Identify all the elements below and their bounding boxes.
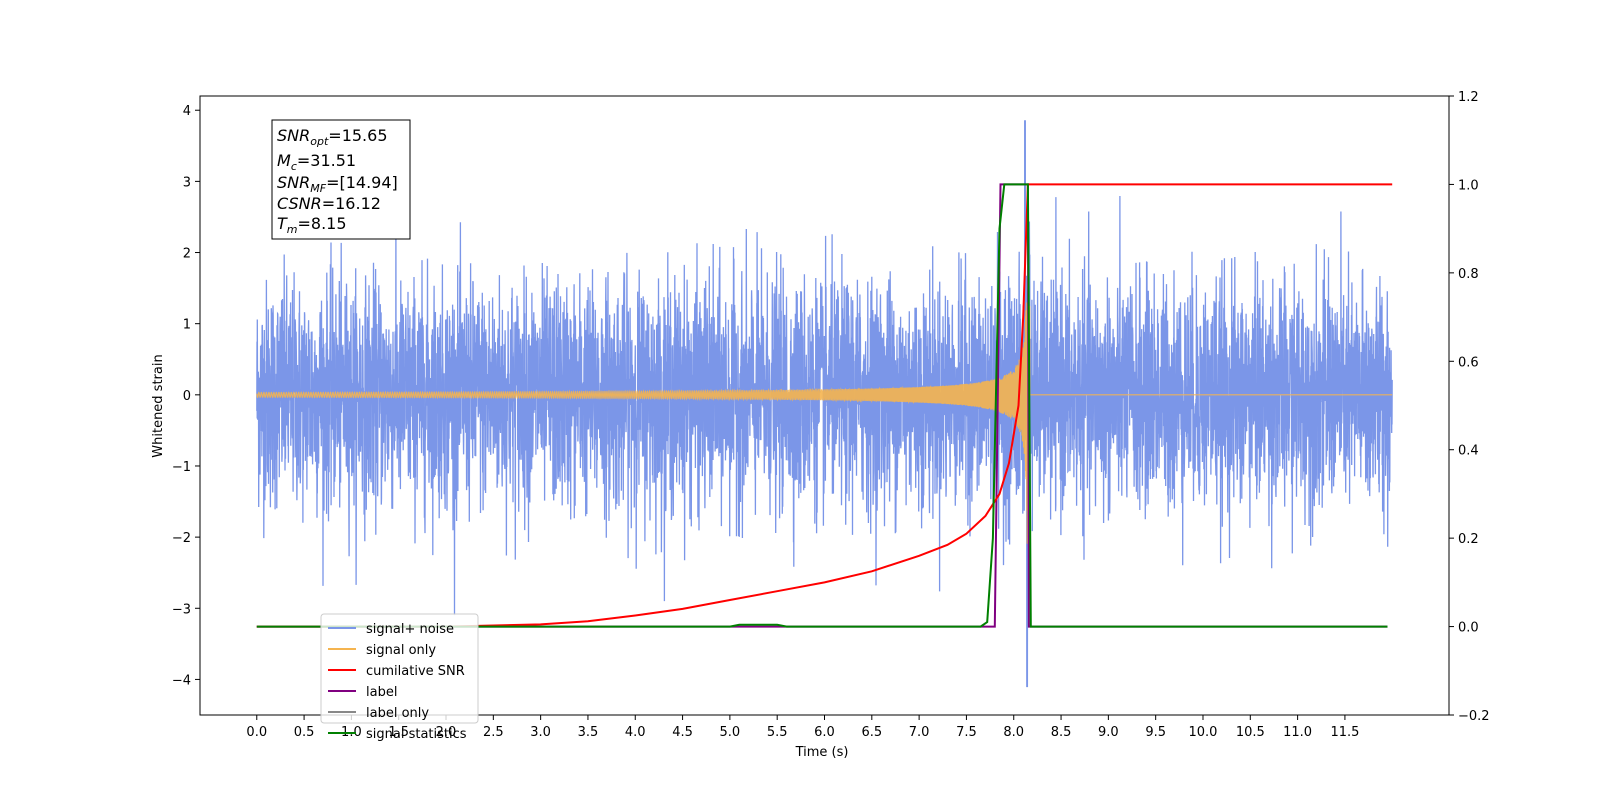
- info-mc: Mc=31.51: [277, 151, 356, 173]
- y-right-tick-label: 1.0: [1458, 178, 1479, 193]
- x-tick-label: 1.5: [388, 725, 409, 740]
- info-snr-mf: SNRMF=[14.94]: [277, 173, 398, 195]
- y-left-tick-label: 4: [183, 104, 191, 119]
- x-tick-label: 7.0: [909, 725, 930, 740]
- y-left-tick-label: 2: [183, 247, 191, 262]
- y-left-tick-label: −4: [172, 673, 191, 688]
- x-tick-label: 10.5: [1236, 725, 1265, 740]
- legend-label: signal only: [366, 643, 436, 658]
- x-tick-label: 4.5: [672, 725, 693, 740]
- y-right-tick-label: 0.8: [1458, 267, 1479, 282]
- y-right-tick-label: −0.2: [1458, 709, 1490, 724]
- series-signal-only-line: [256, 302, 1393, 544]
- x-tick-label: 6.5: [861, 725, 882, 740]
- info-box: SNRopt=15.65 Mc=31.51 SNRMF=[14.94] CSNR…: [271, 119, 411, 240]
- series-signal-statistics-line: [256, 183, 1388, 628]
- x-tick-label: 6.0: [814, 725, 835, 740]
- x-tick-label: 5.0: [720, 725, 741, 740]
- info-snr-opt: SNRopt=15.65: [277, 126, 388, 148]
- y-left-tick-label: −2: [172, 531, 191, 546]
- y-right-tick-label: 0.2: [1458, 532, 1479, 547]
- y-right-tick-label: 0.4: [1458, 444, 1479, 459]
- x-tick-label: 9.5: [1145, 725, 1166, 740]
- legend-label: signal statistics: [366, 727, 467, 742]
- y-right-tick-label: 0.0: [1458, 621, 1479, 636]
- x-tick-label: 5.5: [767, 725, 788, 740]
- x-tick-label: 8.5: [1051, 725, 1072, 740]
- x-tick-label: 7.5: [956, 725, 977, 740]
- x-axis-label: Time (s): [795, 745, 849, 760]
- x-tick-label: 11.0: [1283, 725, 1312, 740]
- legend: signal+ noise signal only cumilative SNR la…: [320, 613, 479, 742]
- legend-label: label only: [366, 706, 429, 721]
- x-tick-label: 3.0: [530, 725, 551, 740]
- x-tick-label: 4.0: [625, 725, 646, 740]
- y-right-tick-label: 0.6: [1458, 355, 1479, 370]
- legend-label: label: [366, 685, 397, 700]
- legend-frame: [320, 613, 479, 724]
- x-tick-label: 10.0: [1189, 725, 1218, 740]
- y-left-tick-label: 1: [183, 318, 191, 333]
- y-axis-label: Whitened strain: [151, 354, 166, 457]
- y-axis-left: 4 3 2 1 0 −1 −2 −3 −4: [172, 104, 200, 688]
- y-left-tick-label: 3: [183, 175, 191, 190]
- series-cumulative-snr-line: [256, 183, 1393, 628]
- series-signal-noise-line: [256, 120, 1393, 688]
- y-left-tick-label: −1: [172, 460, 191, 475]
- x-tick-label: 0.0: [246, 725, 267, 740]
- x-tick-label: 2.0: [436, 725, 457, 740]
- info-box-frame: [271, 119, 411, 240]
- x-tick-label: 8.0: [1003, 725, 1024, 740]
- info-tm: Tm=8.15: [277, 214, 347, 236]
- x-axis: 0.0 0.5 1.0 1.5 2.0 2.5 3.0 3.5 4.0 4.5 5.0 5.5 6.0 6…: [246, 715, 1359, 740]
- y-left-tick-label: 0: [183, 389, 191, 404]
- legend-label: signal+ noise: [366, 622, 454, 637]
- x-tick-label: 0.5: [294, 725, 315, 740]
- x-tick-label: 2.5: [483, 725, 504, 740]
- series-layer: [256, 120, 1393, 688]
- x-tick-label: 3.5: [578, 725, 599, 740]
- y-right-tick-label: 1.2: [1458, 90, 1479, 105]
- y-left-tick-label: −3: [172, 602, 191, 617]
- info-csnr: CSNR=16.12: [277, 194, 381, 213]
- legend-label: cumilative SNR: [366, 664, 465, 679]
- x-tick-label: 11.5: [1330, 725, 1359, 740]
- y-axis-right: 1.2 1.0 0.8 0.6 0.4 0.2 0.0 −0.2: [1449, 90, 1490, 724]
- x-tick-label: 9.0: [1098, 725, 1119, 740]
